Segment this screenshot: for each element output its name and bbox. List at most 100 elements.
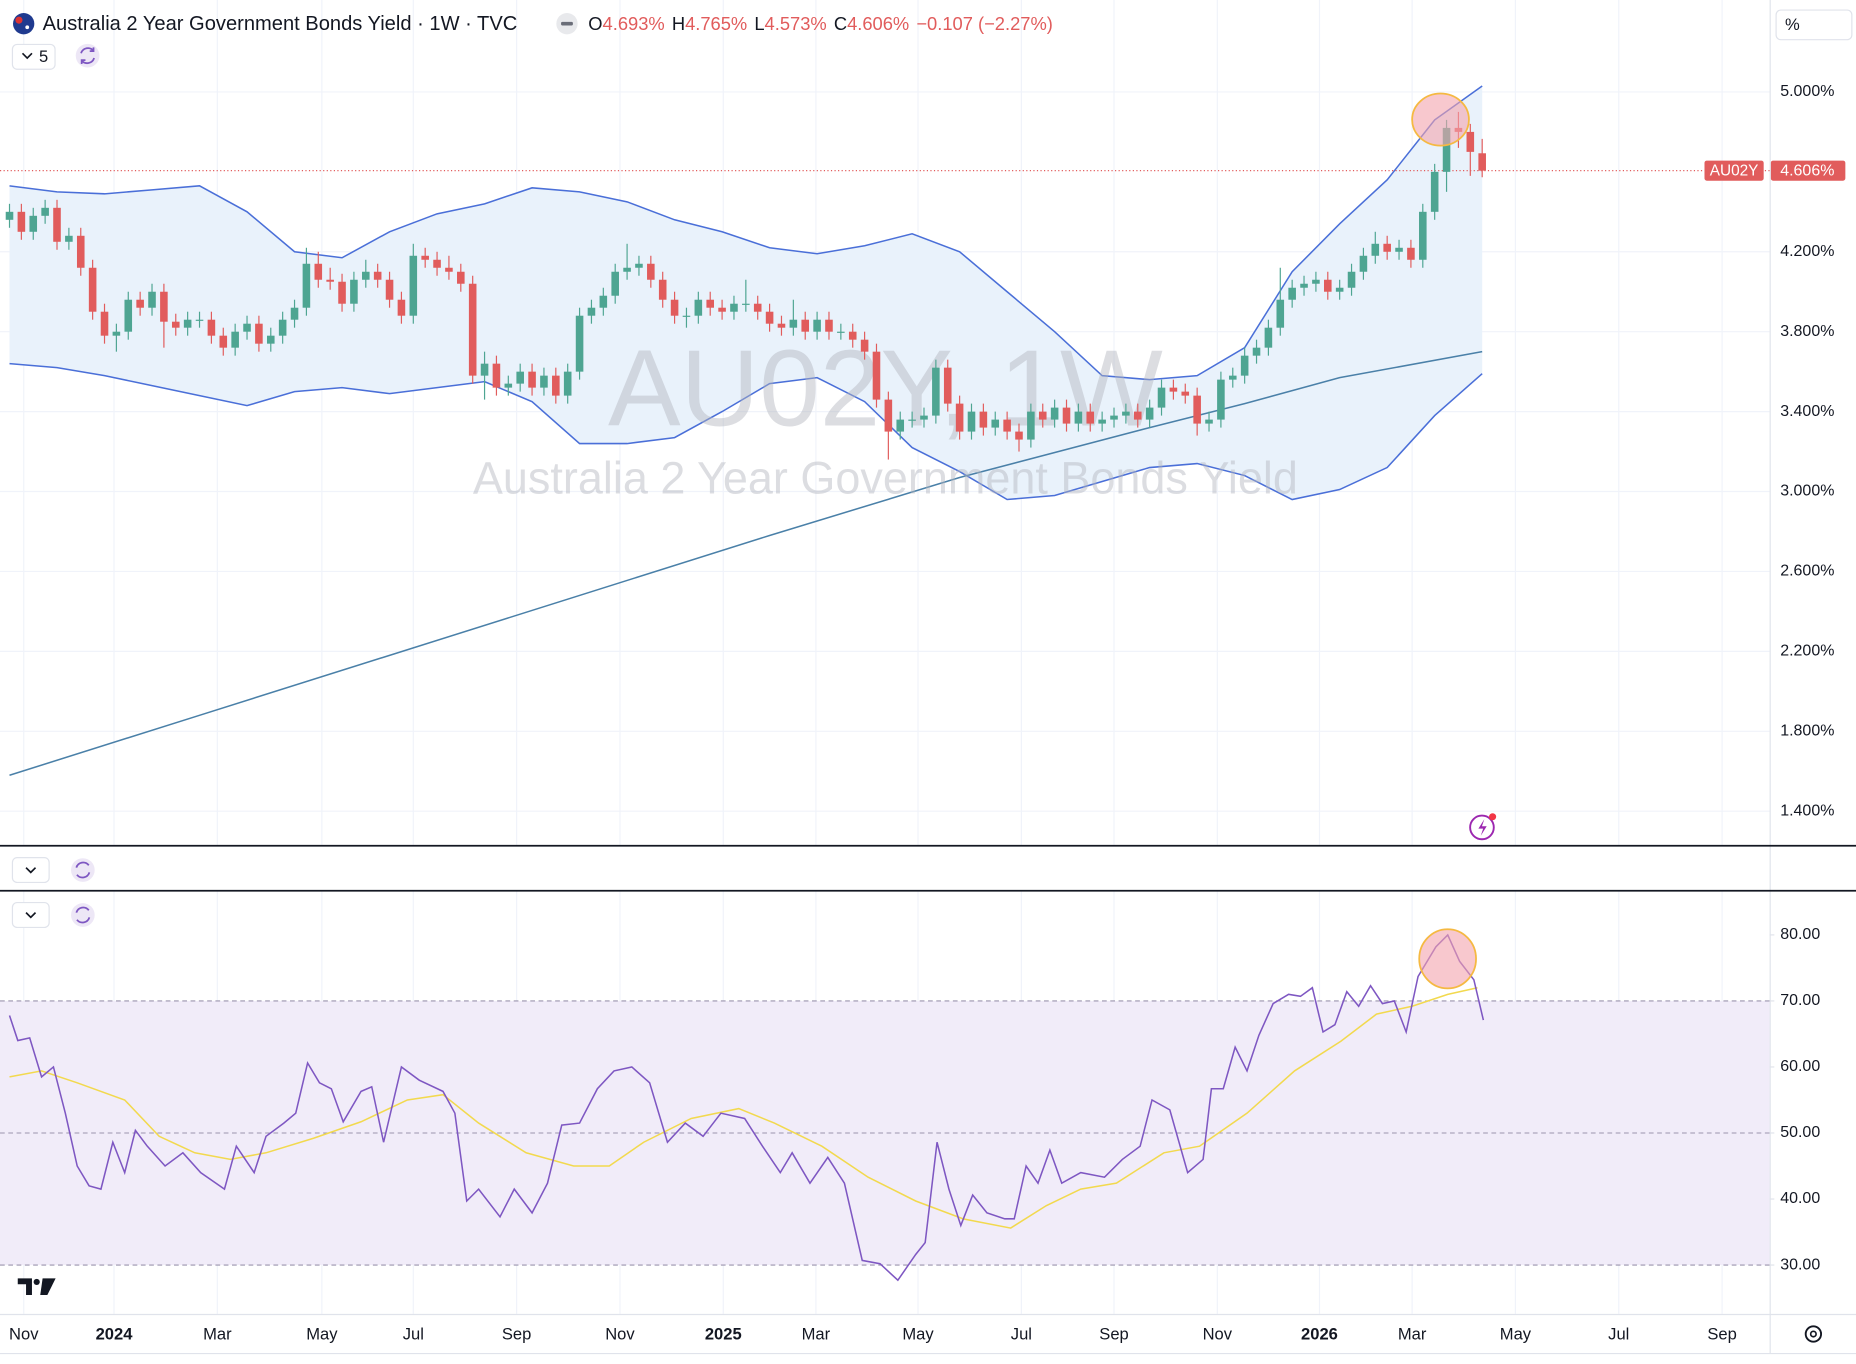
y-tick-label: 80.00 (1780, 926, 1820, 943)
candle-body (1122, 411, 1130, 416)
candle-body (266, 335, 275, 344)
candle-body (801, 319, 810, 332)
candle-body (421, 255, 429, 260)
ohlc-value: 4.693% (603, 13, 665, 34)
candle-body (908, 419, 916, 421)
x-tick-label: Nov (605, 1325, 635, 1344)
alert-dot (1489, 813, 1497, 821)
candle-body (742, 303, 750, 305)
x-tick-label: 2026 (1301, 1325, 1338, 1344)
candle-body (1466, 131, 1475, 152)
last-price-label: 4.606% (1780, 162, 1834, 179)
candle-body (302, 263, 311, 308)
candle-body (160, 291, 168, 322)
candle-body (445, 267, 453, 272)
sync-icon (75, 906, 91, 924)
ohlc-values: O4.693% H4.765% L4.573% C4.606% −0.107 (−2.2… (588, 13, 1053, 34)
candle-body (290, 307, 299, 320)
y-tick-label: 4.200% (1780, 243, 1834, 260)
candle-body (457, 271, 465, 284)
candle-body (1110, 415, 1118, 420)
candle-body (1086, 411, 1095, 424)
candle-body (350, 279, 358, 304)
logo (17, 1278, 56, 1295)
x-tick-label: Jul (1608, 1325, 1629, 1344)
ohlc-label: O (588, 13, 602, 34)
flag-icon (15, 16, 23, 24)
candle-body (872, 351, 881, 400)
candle-body (611, 271, 619, 296)
candle-body (1347, 271, 1356, 288)
flag-icon (25, 25, 30, 30)
x-tick-label: 2025 (705, 1325, 742, 1344)
candle-body (1430, 171, 1439, 212)
candle-body (967, 411, 976, 432)
candle-body (468, 283, 477, 376)
candle-body (480, 363, 489, 376)
settings-button[interactable] (1804, 1325, 1823, 1343)
y-tick-label: 2.600% (1780, 563, 1834, 580)
candle-body (1371, 243, 1380, 256)
candle-body (504, 383, 513, 388)
indicators-toggle[interactable] (11, 43, 56, 70)
sync-icon (75, 861, 91, 879)
candle-body (658, 279, 667, 300)
candle-body (65, 235, 73, 242)
candle-body (516, 371, 524, 384)
ohlc-value: 4.765% (685, 13, 747, 34)
highlight (1411, 92, 1470, 147)
x-tick-label: Nov (9, 1325, 39, 1344)
x-tick-label: May (1500, 1325, 1532, 1344)
x-tick-label: Mar (802, 1325, 831, 1344)
candle-body (718, 307, 726, 312)
candle-body (1407, 247, 1415, 260)
sync-icon (80, 47, 95, 65)
x-tick-label: Jul (1011, 1325, 1032, 1344)
candle-body (623, 267, 631, 272)
candle-body (1003, 419, 1011, 432)
candle-body (1027, 411, 1035, 440)
status-icon (561, 21, 573, 26)
candle-body (1478, 153, 1486, 171)
candle-body (1300, 283, 1308, 288)
candle-body (314, 263, 323, 280)
ohlc-label: C (834, 13, 847, 34)
candle-body (777, 323, 786, 328)
candle-body (1193, 395, 1201, 424)
candle-body (860, 339, 869, 352)
x-tick-label: Mar (1398, 1325, 1427, 1344)
x-tick-label: May (902, 1325, 934, 1344)
candle-body (1050, 407, 1059, 420)
candle-body (789, 319, 798, 328)
candle-body (433, 259, 441, 268)
pane-toggle[interactable] (11, 901, 50, 929)
y-tick-label: 70.00 (1780, 992, 1820, 1009)
candle-body (148, 291, 156, 308)
band-line (9, 85, 1483, 381)
symbol-title: Australia 2 Year Government Bonds Yield … (43, 13, 518, 35)
candle-body (1145, 407, 1154, 420)
change-value: −0.107 (−2.27%) (916, 13, 1053, 34)
symbol-label: AU02Y (1710, 162, 1759, 179)
candle-body (991, 419, 1000, 428)
candle-body (540, 375, 548, 388)
candle-body (53, 207, 61, 242)
watermark-name: Australia 2 Year Government Bonds Yield (473, 453, 1298, 504)
candle-body (5, 211, 14, 220)
header: Australia 2 Year Government Bonds Yield … (11, 9, 1853, 70)
pane-toggle[interactable] (11, 857, 50, 884)
candle-body (1169, 387, 1178, 392)
candle-body (670, 299, 679, 316)
scale-mode-button[interactable] (1775, 9, 1853, 41)
x-tick-label: Nov (1203, 1325, 1233, 1344)
x-tick-label: Jul (403, 1325, 424, 1344)
y-tick-label: 2.200% (1780, 643, 1834, 660)
candle-body (278, 319, 287, 336)
x-tick-label: Sep (502, 1325, 531, 1344)
y-tick-label: 3.400% (1780, 403, 1834, 420)
candle-body (207, 319, 216, 336)
y-tick-label: 5.000% (1780, 83, 1834, 100)
overlay: AU02Y 4.606% (0, 111, 1846, 1282)
candle-body (1335, 287, 1344, 292)
candle-body (1442, 127, 1451, 172)
